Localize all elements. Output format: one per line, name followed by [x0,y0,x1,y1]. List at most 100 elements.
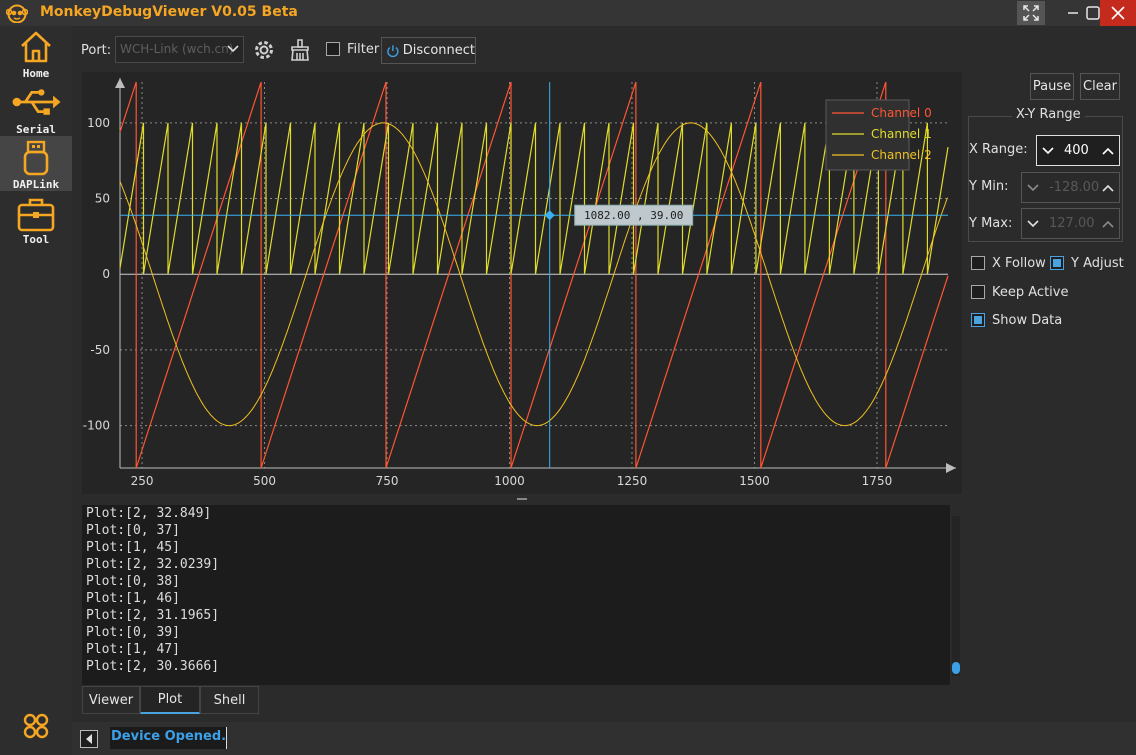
apps-grid-icon[interactable] [22,712,50,740]
tab-shell[interactable]: Shell [200,686,259,714]
console-line: Plot:[1, 47] [86,642,180,657]
usb-icon [12,89,61,115]
port-select[interactable]: WCH-Link (wch.cn) [115,36,244,63]
x-tick-label: 750 [376,474,399,488]
x-range-spinbox[interactable]: 400 [1036,135,1120,166]
console-line: Plot:[2, 31.1965] [86,608,220,623]
fullscreen-button[interactable] [1017,1,1045,25]
y-max-label: Y Max: [969,216,1013,231]
maximize-button[interactable] [1076,0,1110,26]
xy-range-title: X-Y Range [1012,107,1085,122]
console-line: Plot:[2, 30.3666] [86,659,220,674]
title-bar: MonkeyDebugViewer V0.05 Beta [0,0,1136,26]
x-range-label: X Range: [969,142,1028,157]
y-adjust-checkbox[interactable] [1050,256,1064,270]
toolbar: Port: WCH-Link (wch.cn) Filter Disconnec… [72,26,1136,72]
sidebar-item-label: DAPLink [12,178,60,191]
console-line: Plot:[2, 32.849] [86,506,212,521]
close-button[interactable] [1100,0,1136,26]
console-line: Plot:[0, 38] [86,574,180,589]
y-min-value: -128.00 [1049,180,1100,195]
y-min-spinbox[interactable]: -128.00 [1021,172,1120,203]
legend-entry: Channel 2 [871,148,932,162]
x-axis-arrow [946,463,956,473]
x-follow-label: X Follow [992,256,1046,271]
show-data-checkbox[interactable] [971,313,985,327]
y-min-label: Y Min: [969,179,1009,194]
brush-clean-icon[interactable] [289,39,311,61]
clear-button[interactable]: Clear [1080,73,1120,100]
console-line: Plot:[0, 37] [86,523,180,538]
sidebar-item-home[interactable]: Home [0,26,72,81]
window-title: MonkeyDebugViewer V0.05 Beta [40,4,298,20]
chevron-down-icon [227,45,239,53]
y-max-value: 127.00 [1049,216,1095,231]
y-tick-label: -100 [83,419,110,433]
disconnect-button[interactable]: Disconnect [381,37,476,64]
port-label: Port: [81,43,112,58]
x-tick-label: 1000 [494,474,525,488]
series-line-channel-2 [119,122,948,427]
series-line-channel-1 [119,122,949,275]
keep-active-checkbox[interactable] [971,285,985,299]
minimize-icon [1068,12,1078,14]
console-line: Plot:[2, 32.0239] [86,557,220,572]
chevron-up-icon[interactable] [1101,181,1115,195]
chevron-up-icon[interactable] [1101,144,1115,158]
sidebar: Home Serial DAPLink Tool [0,26,72,755]
splitter-handle[interactable] [517,498,527,500]
minimize-button[interactable] [1056,0,1090,26]
legend-entry: Channel 1 [871,127,932,141]
pause-button[interactable]: Pause [1030,73,1074,100]
sidebar-item-serial[interactable]: Serial [0,82,72,137]
gear-icon[interactable] [253,39,275,61]
close-icon [1111,6,1125,20]
x-tick-label: 250 [131,474,154,488]
status-bar: Device Opened. [72,722,1136,755]
toolbox-icon [17,198,55,232]
filter-label: Filter [347,42,380,57]
x-tick-label: 1250 [617,474,648,488]
chevron-down-icon[interactable] [1026,217,1040,231]
show-data-label: Show Data [992,313,1063,328]
sidebar-item-daplink[interactable]: DAPLink [0,136,72,191]
keep-active-label: Keep Active [992,285,1069,300]
console-scrollbar[interactable] [952,516,960,676]
chevron-up-icon[interactable] [1101,217,1115,231]
scrollbar-thumb[interactable] [952,662,960,674]
y-axis-arrow [115,78,125,88]
legend-entry: Channel 0 [871,106,932,120]
maximize-icon [1086,6,1100,20]
filter-checkbox[interactable] [326,42,340,56]
console-line: Plot:[1, 46] [86,591,180,606]
sidebar-item-label: Home [22,67,50,80]
cursor-readout: 1082.00 , 39.00 [584,209,683,222]
y-tick-label: 50 [95,192,110,206]
chevron-down-icon[interactable] [1041,144,1055,158]
x-tick-label: 500 [253,474,276,488]
power-icon [387,44,399,57]
cursor-marker [544,210,555,221]
legend-box [825,99,910,171]
usb-stick-icon [23,140,49,176]
tab-viewer[interactable]: Viewer [82,686,140,714]
monkey-logo-icon [6,4,28,23]
plot-area[interactable]: 100 50 0 -50 -100 250 500 750 1000 1250 1500 1750 10… [82,72,962,494]
console-output[interactable]: Plot:[2, 32.849] Plot:[0, 37] Plot:[1, 45]… [82,505,950,685]
tab-plot[interactable]: Plot [140,686,200,714]
collapse-icon[interactable] [80,730,98,748]
console-line: Plot:[0, 39] [86,625,180,640]
y-max-spinbox[interactable]: 127.00 [1021,208,1120,239]
triangle-left-icon [86,734,92,744]
status-message: Device Opened. [110,727,228,749]
x-follow-checkbox[interactable] [971,256,985,270]
y-tick-label: -50 [90,343,110,357]
x-tick-label: 1750 [862,474,893,488]
y-adjust-label: Y Adjust [1071,256,1124,271]
sidebar-item-label: Serial [16,123,56,136]
console-line: Plot:[1, 45] [86,540,180,555]
sidebar-item-tool[interactable]: Tool [0,193,72,248]
chevron-down-icon[interactable] [1026,181,1040,195]
series-line-channel-0 [119,81,949,469]
